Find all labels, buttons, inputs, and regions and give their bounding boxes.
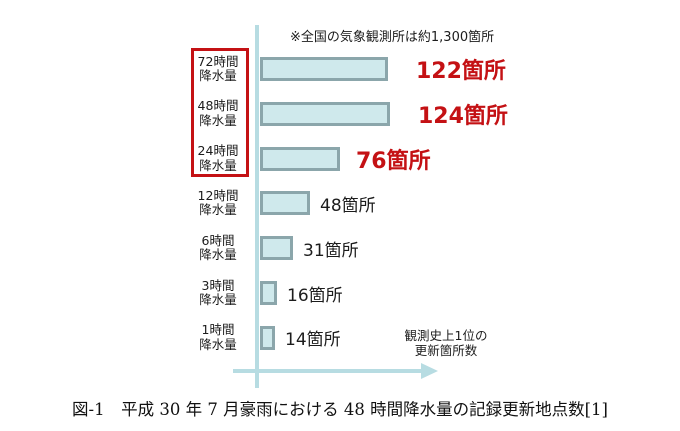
x-axis-arrowhead-icon: [421, 363, 438, 379]
x-axis-label: 観測史上1位の 更新箇所数: [386, 328, 506, 358]
value-label: 122箇所: [416, 59, 506, 84]
category-label-line: 1時間: [201, 322, 235, 338]
category-label-line: 降水量: [199, 112, 237, 128]
category-label-line: 48時間: [197, 98, 239, 114]
category-label-line: 6時間: [201, 232, 235, 248]
category-label: 3時間 降水量: [186, 277, 250, 308]
value-label: 31箇所: [303, 240, 359, 261]
bar: [260, 191, 310, 216]
note-total-observation-stations: ※全国の気象観測所は約1,300箇所: [290, 30, 495, 45]
value-label: 76箇所: [356, 148, 431, 174]
bar-row: 3時間 降水量 16箇所: [0, 271, 680, 316]
value-label: 14箇所: [285, 330, 341, 351]
value-label: 124箇所: [418, 103, 508, 129]
value-label: 16箇所: [287, 285, 343, 306]
figure-caption: 図-1 平成 30 年 7 月豪雨における 48 時間降水量の記録更新地点数[1…: [72, 400, 608, 419]
category-label: 6時間 降水量: [186, 232, 250, 263]
category-label-line: 降水量: [199, 292, 237, 307]
category-label: 1時間 降水量: [186, 323, 250, 352]
bar: [260, 281, 277, 305]
bar: [260, 325, 275, 350]
x-axis-line: [233, 369, 423, 373]
x-axis-label-line2: 更新箇所数: [414, 343, 478, 358]
bar: [260, 236, 293, 261]
category-label: 72時間 降水量: [186, 53, 250, 84]
bar: [260, 146, 340, 171]
category-label: 12時間 降水量: [186, 187, 250, 218]
highlight-box: [191, 48, 249, 177]
bar-row: 1時間 降水量 14箇所: [0, 315, 680, 360]
bar-row: 72時間 降水量 122箇所: [0, 47, 680, 92]
category-label-line: 降水量: [199, 247, 237, 263]
category-label-line: 72時間: [197, 53, 239, 69]
category-label: 24時間 降水量: [186, 144, 250, 173]
category-label-line: 降水量: [199, 68, 237, 83]
category-label-line: 3時間: [201, 277, 235, 293]
bar: [260, 57, 388, 81]
bar-row: 6時間 降水量 31箇所: [0, 226, 680, 271]
category-label-line: 降水量: [199, 202, 237, 218]
category-label-line: 降水量: [199, 336, 237, 352]
bar-row: 12時間 降水量 48箇所: [0, 181, 680, 226]
category-label-line: 24時間: [197, 143, 239, 159]
bar-row: 24時間 降水量 76箇所: [0, 136, 680, 181]
y-axis-line: [255, 25, 259, 388]
category-label-line: 降水量: [199, 157, 237, 173]
category-label-line: 12時間: [197, 187, 239, 203]
bar-row: 48時間 降水量 124箇所: [0, 91, 680, 136]
bar: [260, 101, 390, 126]
category-label: 48時間 降水量: [186, 99, 250, 128]
x-axis-label-line1: 観測史上1位の: [404, 328, 488, 343]
value-label: 48箇所: [320, 195, 376, 216]
